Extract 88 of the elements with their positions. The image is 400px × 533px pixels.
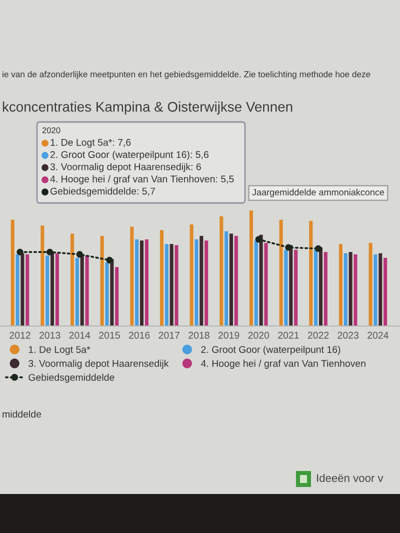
bar	[348, 252, 352, 326]
x-tick-label: 2018	[188, 332, 210, 339]
bar	[254, 240, 258, 326]
bar	[190, 224, 194, 326]
point	[255, 236, 262, 243]
bar	[26, 254, 30, 326]
bar	[220, 216, 224, 326]
x-tick-label: 2021	[278, 332, 299, 339]
bar	[224, 231, 228, 326]
bar	[309, 220, 313, 326]
bar	[234, 236, 238, 326]
bar	[249, 210, 253, 326]
text: 2020	[42, 127, 60, 134]
bar	[140, 240, 144, 326]
bar	[204, 240, 208, 326]
point	[314, 245, 322, 252]
bar	[264, 242, 268, 326]
bar	[378, 253, 382, 326]
point	[285, 244, 292, 251]
bar	[110, 258, 114, 326]
text: 4. Hooge hei / graf van Van Tienhoven: 5,5	[50, 175, 234, 184]
bar	[259, 234, 263, 326]
bar	[130, 226, 134, 326]
text: Ideeën voor v	[317, 474, 384, 482]
text: Gebiedsgemiddelde: 5,7	[50, 187, 155, 197]
x-tick-label: 2012	[10, 332, 30, 339]
x-tick-label: 2016	[128, 332, 150, 339]
bar	[105, 262, 109, 326]
x-tick-label: 2013	[39, 332, 60, 339]
bar	[344, 253, 348, 326]
x-tick-label: 2019	[218, 332, 240, 339]
bar	[70, 234, 74, 326]
bar	[46, 256, 50, 326]
bar	[374, 254, 378, 326]
bar	[284, 250, 288, 326]
x-tick-label: 2015	[99, 332, 120, 339]
bar	[115, 267, 119, 326]
bar	[75, 258, 79, 326]
bar	[80, 254, 84, 326]
text: Jaargemiddelde ammoniakconce	[252, 188, 384, 198]
x-tick-label: 2023	[338, 332, 358, 339]
bar	[170, 244, 174, 326]
bar	[144, 239, 148, 326]
bar	[55, 253, 59, 326]
bar	[164, 244, 168, 326]
text: 1. De Logt 5a*: 7,6	[50, 138, 131, 148]
bar	[318, 247, 323, 326]
bar	[160, 230, 164, 326]
x-tick-label: 2017	[158, 332, 180, 339]
x-tick-label: 2014	[69, 332, 90, 339]
bar	[16, 254, 20, 326]
legend-label: 4. Hooge hei / graf van Van Tienhoven	[201, 360, 366, 369]
bar	[100, 236, 104, 326]
point	[46, 248, 54, 256]
bar	[324, 252, 328, 326]
chart-title: kconcentraties Kampina & Oisterwijkse Vennen	[2, 102, 292, 114]
chart-subtitle: ie van de afzonderlijke meetpunten en het gebiedsgemiddelde. Zie toelichting methode hoe deze	[2, 70, 370, 80]
bar	[50, 252, 54, 326]
bar	[289, 245, 293, 326]
bar	[85, 256, 89, 326]
bar	[174, 245, 178, 326]
bar	[294, 250, 298, 326]
bar	[200, 236, 204, 326]
bar	[194, 239, 198, 326]
bar	[368, 242, 372, 326]
bar	[314, 250, 318, 326]
bar	[384, 258, 388, 326]
text: middelde	[2, 410, 42, 418]
bar	[135, 239, 139, 326]
bar	[229, 234, 234, 326]
text: 3. Voormalig depot Haarensedijk: 6	[50, 163, 201, 172]
legend-label: Gebiedsgemiddelde	[28, 374, 114, 383]
x-tick-label: 2022	[308, 332, 329, 339]
text: 2. Groot Goor (waterpeilpunt 16): 5,6	[50, 150, 208, 160]
point	[76, 251, 83, 258]
bar	[40, 225, 44, 326]
bar	[354, 254, 358, 326]
bar	[20, 253, 24, 326]
legend-label: 3. Voormalig depot Haarensedijk	[28, 360, 169, 369]
bar	[10, 220, 14, 326]
bar	[279, 220, 283, 326]
bar	[338, 244, 342, 326]
x-tick-label: 2024	[368, 332, 388, 339]
legend-label: 2. Groot Goor (waterpeilpunt 16)	[201, 346, 340, 355]
point	[106, 256, 113, 264]
legend-label: 1. De Logt 5a*	[28, 346, 90, 355]
x-tick-label: 2020	[248, 332, 270, 339]
point	[16, 248, 24, 256]
